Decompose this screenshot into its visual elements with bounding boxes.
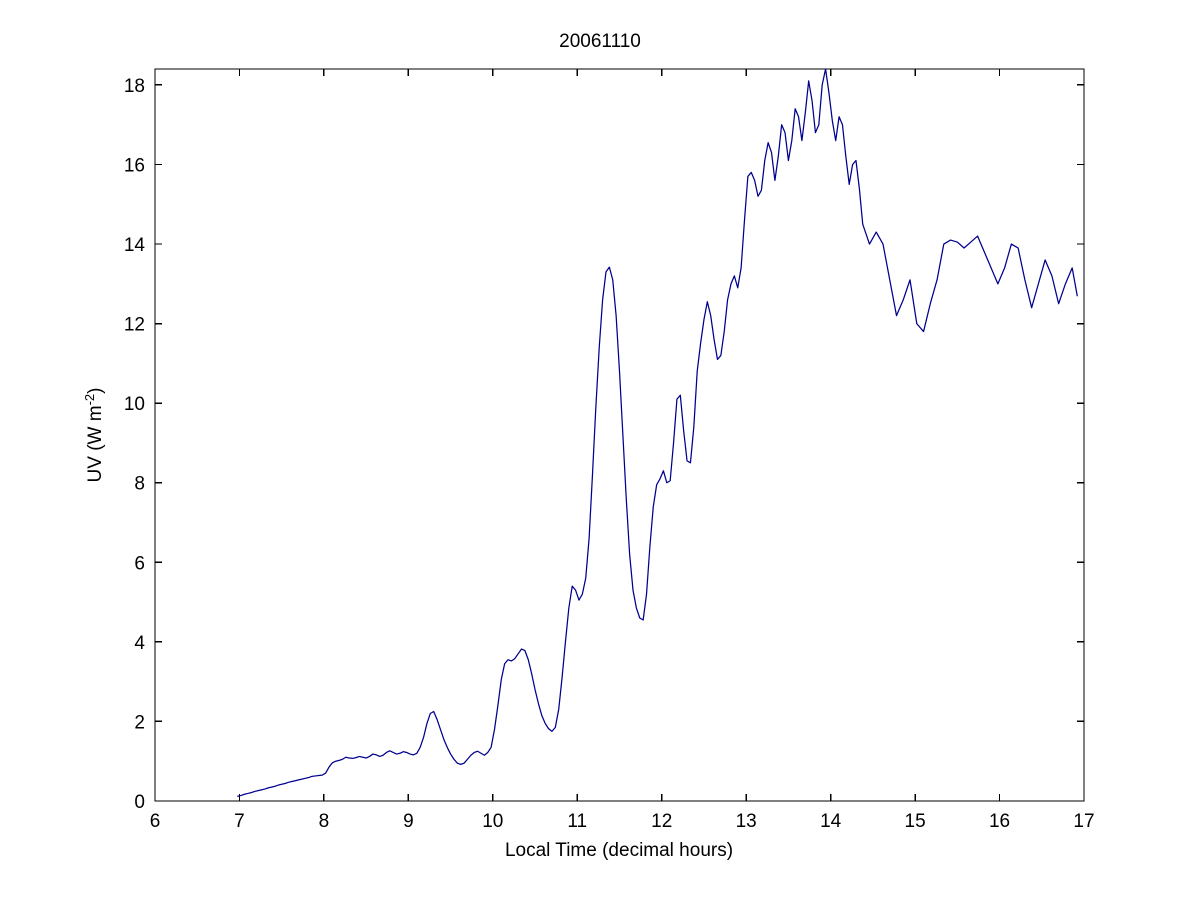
x-tick-label: 6 <box>150 811 161 832</box>
x-tick-label: 13 <box>736 811 757 832</box>
y-tick-label: 16 <box>124 155 145 176</box>
x-tick-label: 17 <box>1073 811 1094 832</box>
y-axis-label: UV (W m-2) <box>82 388 106 483</box>
y-tick-label: 0 <box>134 792 145 813</box>
x-axis-ticks <box>154 69 1085 801</box>
y-tick-label: 10 <box>124 394 145 415</box>
y-tick-label: 18 <box>124 76 145 97</box>
y-axis-ticks <box>155 84 1084 802</box>
y-tick-label: 4 <box>134 633 145 654</box>
x-tick-label: 12 <box>651 811 672 832</box>
data-series-line <box>237 68 1078 797</box>
x-tick-label: 11 <box>567 811 587 832</box>
x-tick-label: 15 <box>905 811 926 832</box>
y-axis-tick-labels: 0 2 4 6 8 10 12 14 16 18 <box>124 76 146 813</box>
y-tick-label: 14 <box>124 235 146 256</box>
y-tick-label: 8 <box>134 474 145 495</box>
x-tick-label: 9 <box>403 811 414 832</box>
y-tick-label: 12 <box>124 315 145 336</box>
x-axis-tick-labels: 6 7 8 9 10 11 12 13 14 15 16 17 <box>150 811 1095 832</box>
data-series-group <box>237 68 1078 797</box>
x-tick-label: 10 <box>482 811 503 832</box>
y-axis-label-group: UV (W m-2) <box>82 388 106 483</box>
y-tick-label: 6 <box>134 553 145 574</box>
x-tick-label: 7 <box>234 811 245 832</box>
x-tick-label: 16 <box>989 811 1010 832</box>
y-tick-label: 2 <box>134 712 145 733</box>
x-tick-label: 14 <box>820 811 842 832</box>
chart-title: 20061110 <box>559 31 641 52</box>
x-axis-label: Local Time (decimal hours) <box>505 840 733 861</box>
x-tick-label: 8 <box>319 811 330 832</box>
axes-frame <box>154 68 1085 802</box>
